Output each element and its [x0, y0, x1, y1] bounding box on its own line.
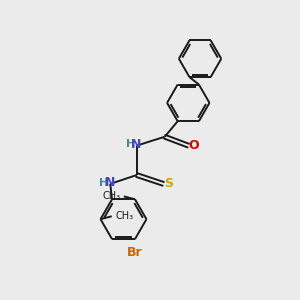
Text: CH₃: CH₃	[102, 191, 120, 201]
Text: H: H	[99, 178, 108, 188]
Text: CH₃: CH₃	[115, 211, 134, 221]
Text: S: S	[164, 177, 173, 190]
Text: O: O	[188, 139, 199, 152]
Text: N: N	[104, 176, 115, 189]
Text: Br: Br	[127, 246, 143, 259]
Text: H: H	[126, 140, 135, 149]
Text: N: N	[131, 138, 141, 151]
